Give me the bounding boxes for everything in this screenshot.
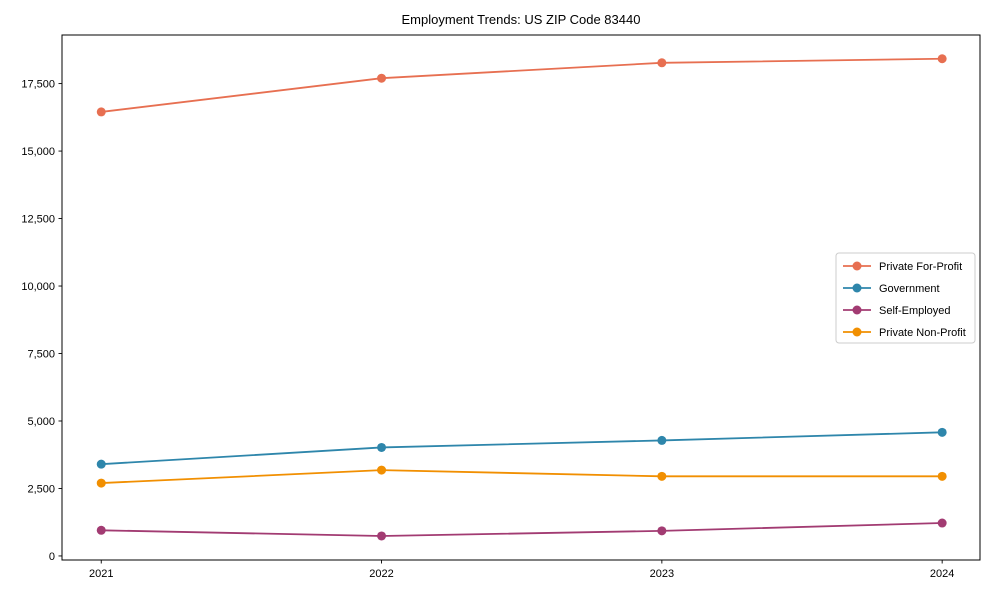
series-line bbox=[101, 57, 943, 113]
y-tick-label: 0 bbox=[49, 551, 55, 563]
x-tick-label: 2021 bbox=[89, 568, 113, 580]
data-point-marker bbox=[657, 471, 667, 481]
y-tick-label: 2,500 bbox=[27, 483, 55, 495]
legend-label: Private Non-Profit bbox=[879, 327, 966, 339]
data-point-marker bbox=[657, 435, 667, 445]
data-point-marker bbox=[937, 518, 947, 528]
x-axis: 2021 2022 2023 2024 bbox=[89, 560, 954, 580]
series-line bbox=[101, 431, 943, 466]
series-line bbox=[101, 522, 943, 537]
data-point-marker bbox=[96, 107, 106, 117]
x-tick-label: 2022 bbox=[369, 568, 393, 580]
data-point-marker bbox=[377, 73, 387, 83]
legend-dot-marker bbox=[852, 327, 862, 337]
chart-title: Employment Trends: US ZIP Code 83440 bbox=[402, 12, 641, 27]
data-point-marker bbox=[377, 442, 387, 452]
data-point-marker bbox=[377, 465, 387, 475]
y-axis: 0 2,500 5,000 7,500 10,000 12,500 15,000 17,500 bbox=[21, 78, 62, 563]
y-tick-label: 15,000 bbox=[21, 146, 55, 158]
y-tick-label: 12,500 bbox=[21, 213, 55, 225]
y-tick-label: 5,000 bbox=[27, 416, 55, 428]
series-lines bbox=[96, 54, 947, 541]
x-tick-label: 2024 bbox=[930, 568, 954, 580]
legend-box bbox=[835, 252, 976, 344]
data-point-marker bbox=[377, 531, 387, 541]
data-point-marker bbox=[96, 459, 106, 469]
y-tick-label: 7,500 bbox=[27, 348, 55, 360]
data-point-marker bbox=[657, 58, 667, 68]
legend: Private For-Profit Government Self-Employe… bbox=[835, 252, 976, 344]
legend-dot-marker bbox=[852, 283, 862, 293]
legend-label: Private For-Profit bbox=[879, 261, 962, 273]
data-point-marker bbox=[937, 54, 947, 64]
plot-area-border bbox=[61, 34, 981, 561]
data-point-marker bbox=[937, 471, 947, 481]
data-point-marker bbox=[937, 427, 947, 437]
legend-dot-marker bbox=[852, 261, 862, 271]
y-tick-label: 17,500 bbox=[21, 78, 55, 90]
series-line bbox=[101, 469, 943, 484]
y-tick-label: 10,000 bbox=[21, 281, 55, 293]
x-tick-label: 2023 bbox=[650, 568, 674, 580]
data-point-marker bbox=[96, 478, 106, 488]
data-point-marker bbox=[657, 526, 667, 536]
legend-label: Self-Employed bbox=[879, 305, 951, 317]
legend-label: Government bbox=[879, 283, 940, 295]
data-point-marker bbox=[96, 525, 106, 535]
legend-dot-marker bbox=[852, 305, 862, 315]
